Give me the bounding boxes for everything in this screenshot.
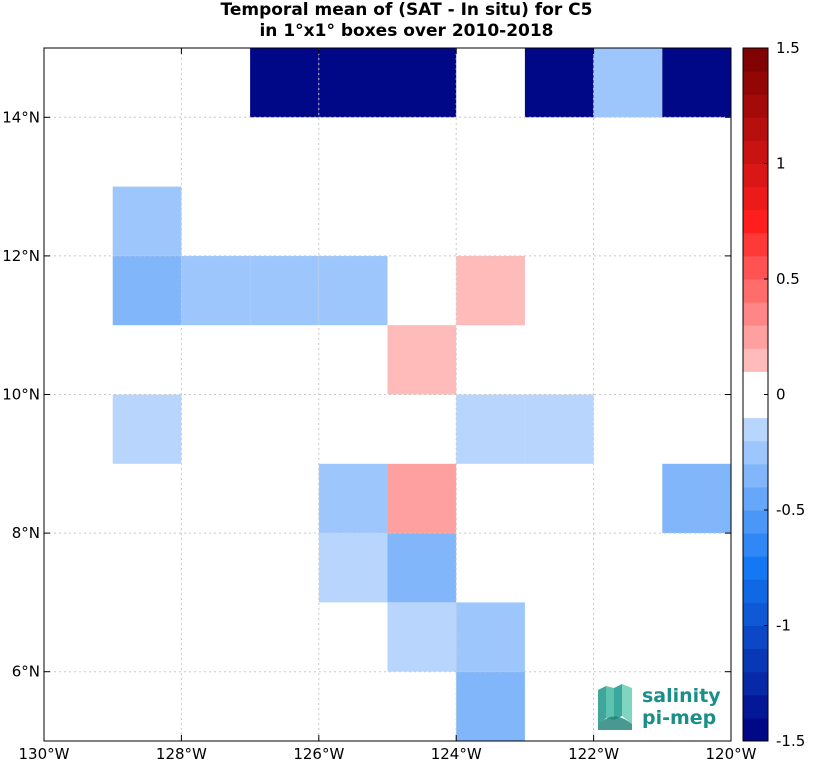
colorbar-swatch (743, 94, 768, 118)
colorbar-tick-label: -0.5 (776, 501, 805, 519)
heatmap-cell (387, 533, 457, 603)
heatmap-cell (387, 48, 457, 118)
heatmap-cell (318, 463, 388, 534)
colorbar-swatch (743, 486, 768, 511)
colorbar-swatch (743, 394, 768, 419)
heatmap-cell (318, 533, 388, 603)
colorbar-swatch (743, 140, 768, 164)
heatmap-cell (524, 48, 594, 118)
colorbar: 1.5 1 0.5 0 -0.5 -1 -1.5 (742, 39, 805, 750)
colorbar-swatch (743, 648, 768, 673)
x-tick-label: 122°W (568, 745, 619, 763)
heatmap-cell (456, 671, 525, 741)
y-tick-label: 6°N (12, 663, 40, 681)
heatmap-cell (112, 186, 182, 256)
cells-layer (112, 48, 731, 741)
x-tick-label: 120°W (706, 745, 757, 763)
heatmap-cell (387, 463, 457, 534)
colorbar-swatch (743, 48, 768, 72)
heatmap-cell (524, 394, 594, 464)
heatmap-cell (456, 602, 525, 672)
y-tick-label: 10°N (2, 386, 40, 404)
colorbar-swatch (743, 625, 768, 650)
heatmap-cell (250, 48, 319, 118)
colorbar-tick-label: 1 (776, 155, 786, 173)
x-tick-label: 126°W (293, 745, 344, 763)
colorbar-swatch (743, 209, 768, 234)
y-tick-label: 12°N (2, 247, 40, 265)
colorbar-swatch (743, 163, 768, 188)
heatmap-cell (387, 325, 457, 395)
chart-title: Temporal mean of (SAT - In situ) for C5 (220, 0, 593, 20)
colorbar-swatch (743, 232, 768, 257)
colorbar-swatch (743, 302, 768, 326)
chart-subtitle: in 1°x1° boxes over 2010-2018 (259, 21, 554, 41)
heatmap-cell (318, 255, 388, 326)
colorbar-tick-label: 0.5 (776, 270, 800, 288)
heatmap-cell (318, 48, 388, 118)
colorbar-tick-label: 0 (776, 386, 786, 404)
colorbar-swatch (743, 463, 768, 488)
heatmap-cell (112, 394, 182, 464)
logo-line1: salinity (642, 685, 721, 707)
colorbar-swatch (743, 371, 768, 395)
colorbar-swatch (743, 717, 768, 742)
x-tick-label: 128°W (156, 745, 207, 763)
colorbar-swatch (743, 71, 768, 95)
colorbar-swatch (743, 255, 768, 280)
heatmap-cell (181, 255, 251, 326)
heatmap-cell (456, 394, 525, 464)
colorbar-swatch (743, 510, 768, 534)
colorbar-swatch (743, 602, 768, 626)
colorbar-swatch (743, 348, 768, 372)
ticks-layer: 130°W 128°W 126°W 124°W 122°W 120°W 6°N 8°N 10°N… (2, 48, 757, 763)
colorbar-swatch (743, 417, 768, 442)
colorbar-swatch (743, 440, 768, 465)
heatmap-cell (250, 255, 319, 326)
heatmap-cell (662, 463, 731, 534)
colorbar-tick-label: 1.5 (776, 39, 800, 57)
heatmap-cell (456, 255, 525, 326)
colorbar-swatch (743, 556, 768, 580)
colorbar-swatch (743, 279, 768, 303)
colorbar-swatch (743, 533, 768, 557)
y-tick-label: 8°N (12, 524, 40, 542)
heatmap-cell (112, 255, 182, 326)
x-tick-label: 124°W (431, 745, 482, 763)
salinity-pi-mep-logo: salinity pi-mep (598, 684, 721, 730)
colorbar-swatch (743, 694, 768, 719)
colorbar-swatch (743, 325, 768, 349)
colorbar-swatch (743, 186, 768, 211)
logo-line2: pi-mep (642, 707, 716, 729)
heatmap-cell (387, 602, 457, 672)
colorbar-tick-label: -1 (776, 617, 791, 635)
heatmap-cell (662, 48, 731, 118)
grid-layer (44, 48, 731, 741)
colorbar-tick-label: -1.5 (776, 732, 805, 750)
heatmap-cell (593, 48, 663, 118)
colorbar-swatch (743, 579, 768, 603)
x-tick-label: 130°W (19, 745, 70, 763)
colorbar-swatch (743, 671, 768, 696)
colorbar-swatch (743, 117, 768, 141)
y-tick-label: 14°N (2, 108, 40, 126)
